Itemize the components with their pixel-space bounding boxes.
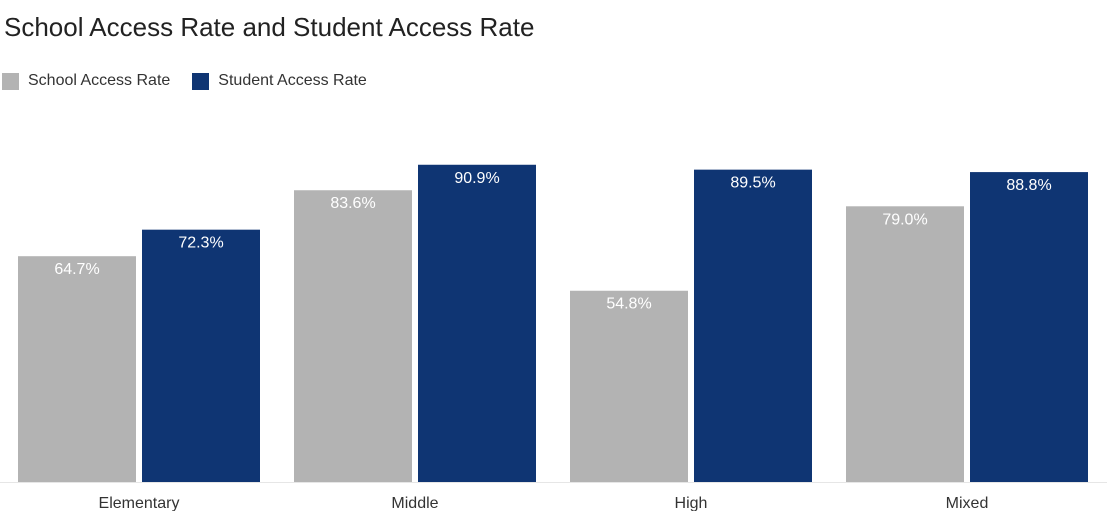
legend-swatch-school-access <box>2 72 19 90</box>
bar-value-label: 88.8% <box>1006 177 1051 194</box>
category-label-middle: Middle <box>391 495 438 511</box>
chart-title: School Access Rate and Student Access Ra… <box>4 12 535 42</box>
bar-elementary-series-0 <box>18 256 136 482</box>
legend: School Access Rate Student Access Rate <box>2 72 389 90</box>
legend-swatch-student-access <box>192 72 210 90</box>
bar-mixed-series-1 <box>970 172 1088 482</box>
legend-item-school-access: School Access Rate <box>2 72 170 90</box>
category-label-high: High <box>675 495 708 511</box>
bar-middle-series-1 <box>418 164 536 482</box>
bar-value-label: 64.7% <box>54 261 99 278</box>
bar-value-label: 83.6% <box>330 195 375 212</box>
bar-value-label: 72.3% <box>178 235 223 252</box>
legend-label-student-access: Student Access Rate <box>218 72 367 89</box>
legend-label-school-access: School Access Rate <box>28 72 171 89</box>
bar-mixed-series-0 <box>846 206 964 483</box>
bar-value-label: 89.5% <box>730 175 775 192</box>
bar-value-label: 54.8% <box>606 296 651 313</box>
bar-elementary-series-1 <box>142 229 260 482</box>
legend-item-student-access: Student Access Rate <box>192 72 367 90</box>
category-label-mixed: Mixed <box>946 495 989 511</box>
bar-value-label: 79.0% <box>882 211 927 228</box>
bar-value-label: 90.9% <box>454 170 499 187</box>
bar-middle-series-0 <box>294 190 412 482</box>
bar-high-series-0 <box>570 290 688 482</box>
bar-high-series-1 <box>694 169 812 482</box>
category-label-elementary: Elementary <box>99 495 180 511</box>
